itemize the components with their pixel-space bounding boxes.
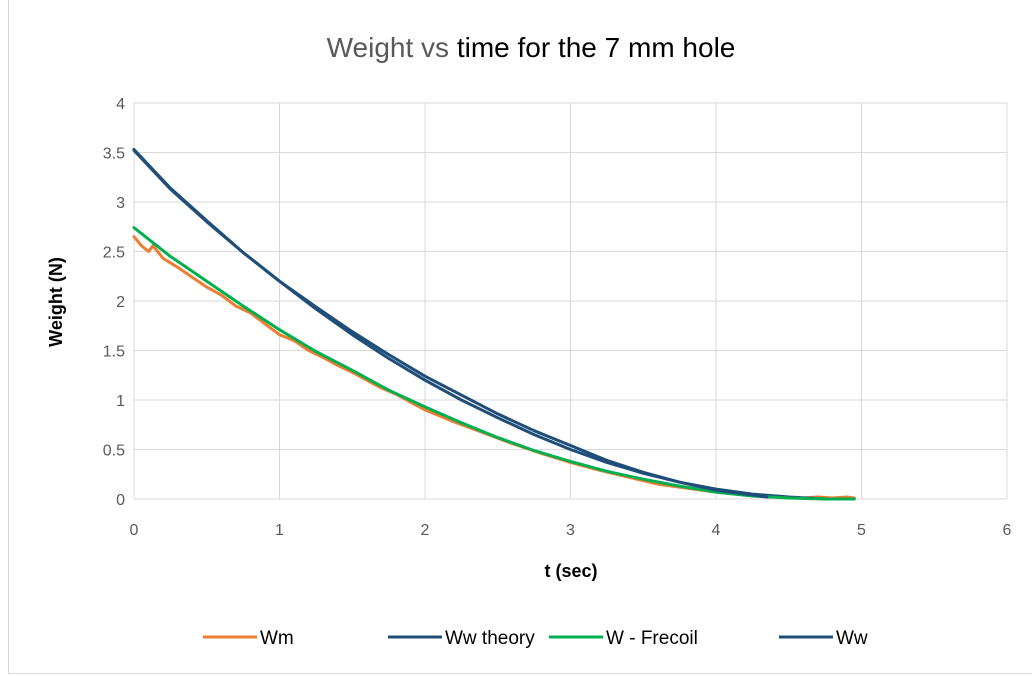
y-tick-label: 3 [116, 195, 125, 212]
y-tick-label: 1.5 [103, 344, 125, 361]
legend: Wm Ww theory W - Frecoil Ww [203, 628, 868, 649]
series-lines [132, 148, 856, 501]
y-tick-label: 1 [116, 393, 125, 410]
chart-title-part-2: time for the 7 mm hole [457, 32, 736, 63]
series-line-wm [132, 235, 856, 500]
x-axis-title: t (sec) [544, 561, 597, 581]
x-tick-label: 6 [1003, 522, 1012, 539]
legend-label-wm: Wm [260, 628, 294, 649]
y-tick-label: 4 [116, 96, 125, 113]
x-tick-label: 5 [857, 522, 866, 539]
y-axis-title: Weight (N) [46, 257, 66, 347]
grid-lines [133, 102, 1008, 500]
chart-title-part-1: Weight vs [327, 32, 457, 63]
x-tick-label: 1 [275, 522, 284, 539]
series-line-ww [132, 149, 769, 499]
x-tick-label: 4 [712, 522, 721, 539]
legend-label-w-frecoil: W - Frecoil [606, 628, 698, 649]
legend-label-ww: Ww [836, 628, 868, 649]
x-tick-label: 0 [130, 522, 139, 539]
x-tick-labels: 0 1 2 3 4 5 6 [130, 522, 1012, 539]
y-tick-label: 2.5 [103, 245, 125, 262]
x-tick-label: 2 [421, 522, 430, 539]
y-tick-label: 2 [116, 294, 125, 311]
chart-title: Weight vs time for the 7 mm hole [327, 32, 736, 63]
y-tick-label: 0 [116, 492, 125, 509]
x-tick-label: 3 [566, 522, 575, 539]
y-tick-label: 3.5 [103, 146, 125, 163]
y-tick-label: 0.5 [103, 443, 125, 460]
legend-label-ww-theory: Ww theory [445, 628, 535, 649]
y-tick-labels: 0 0.5 1 1.5 2 2.5 3 3.5 4 [103, 96, 125, 509]
series-line-w-frecoil [132, 226, 856, 501]
